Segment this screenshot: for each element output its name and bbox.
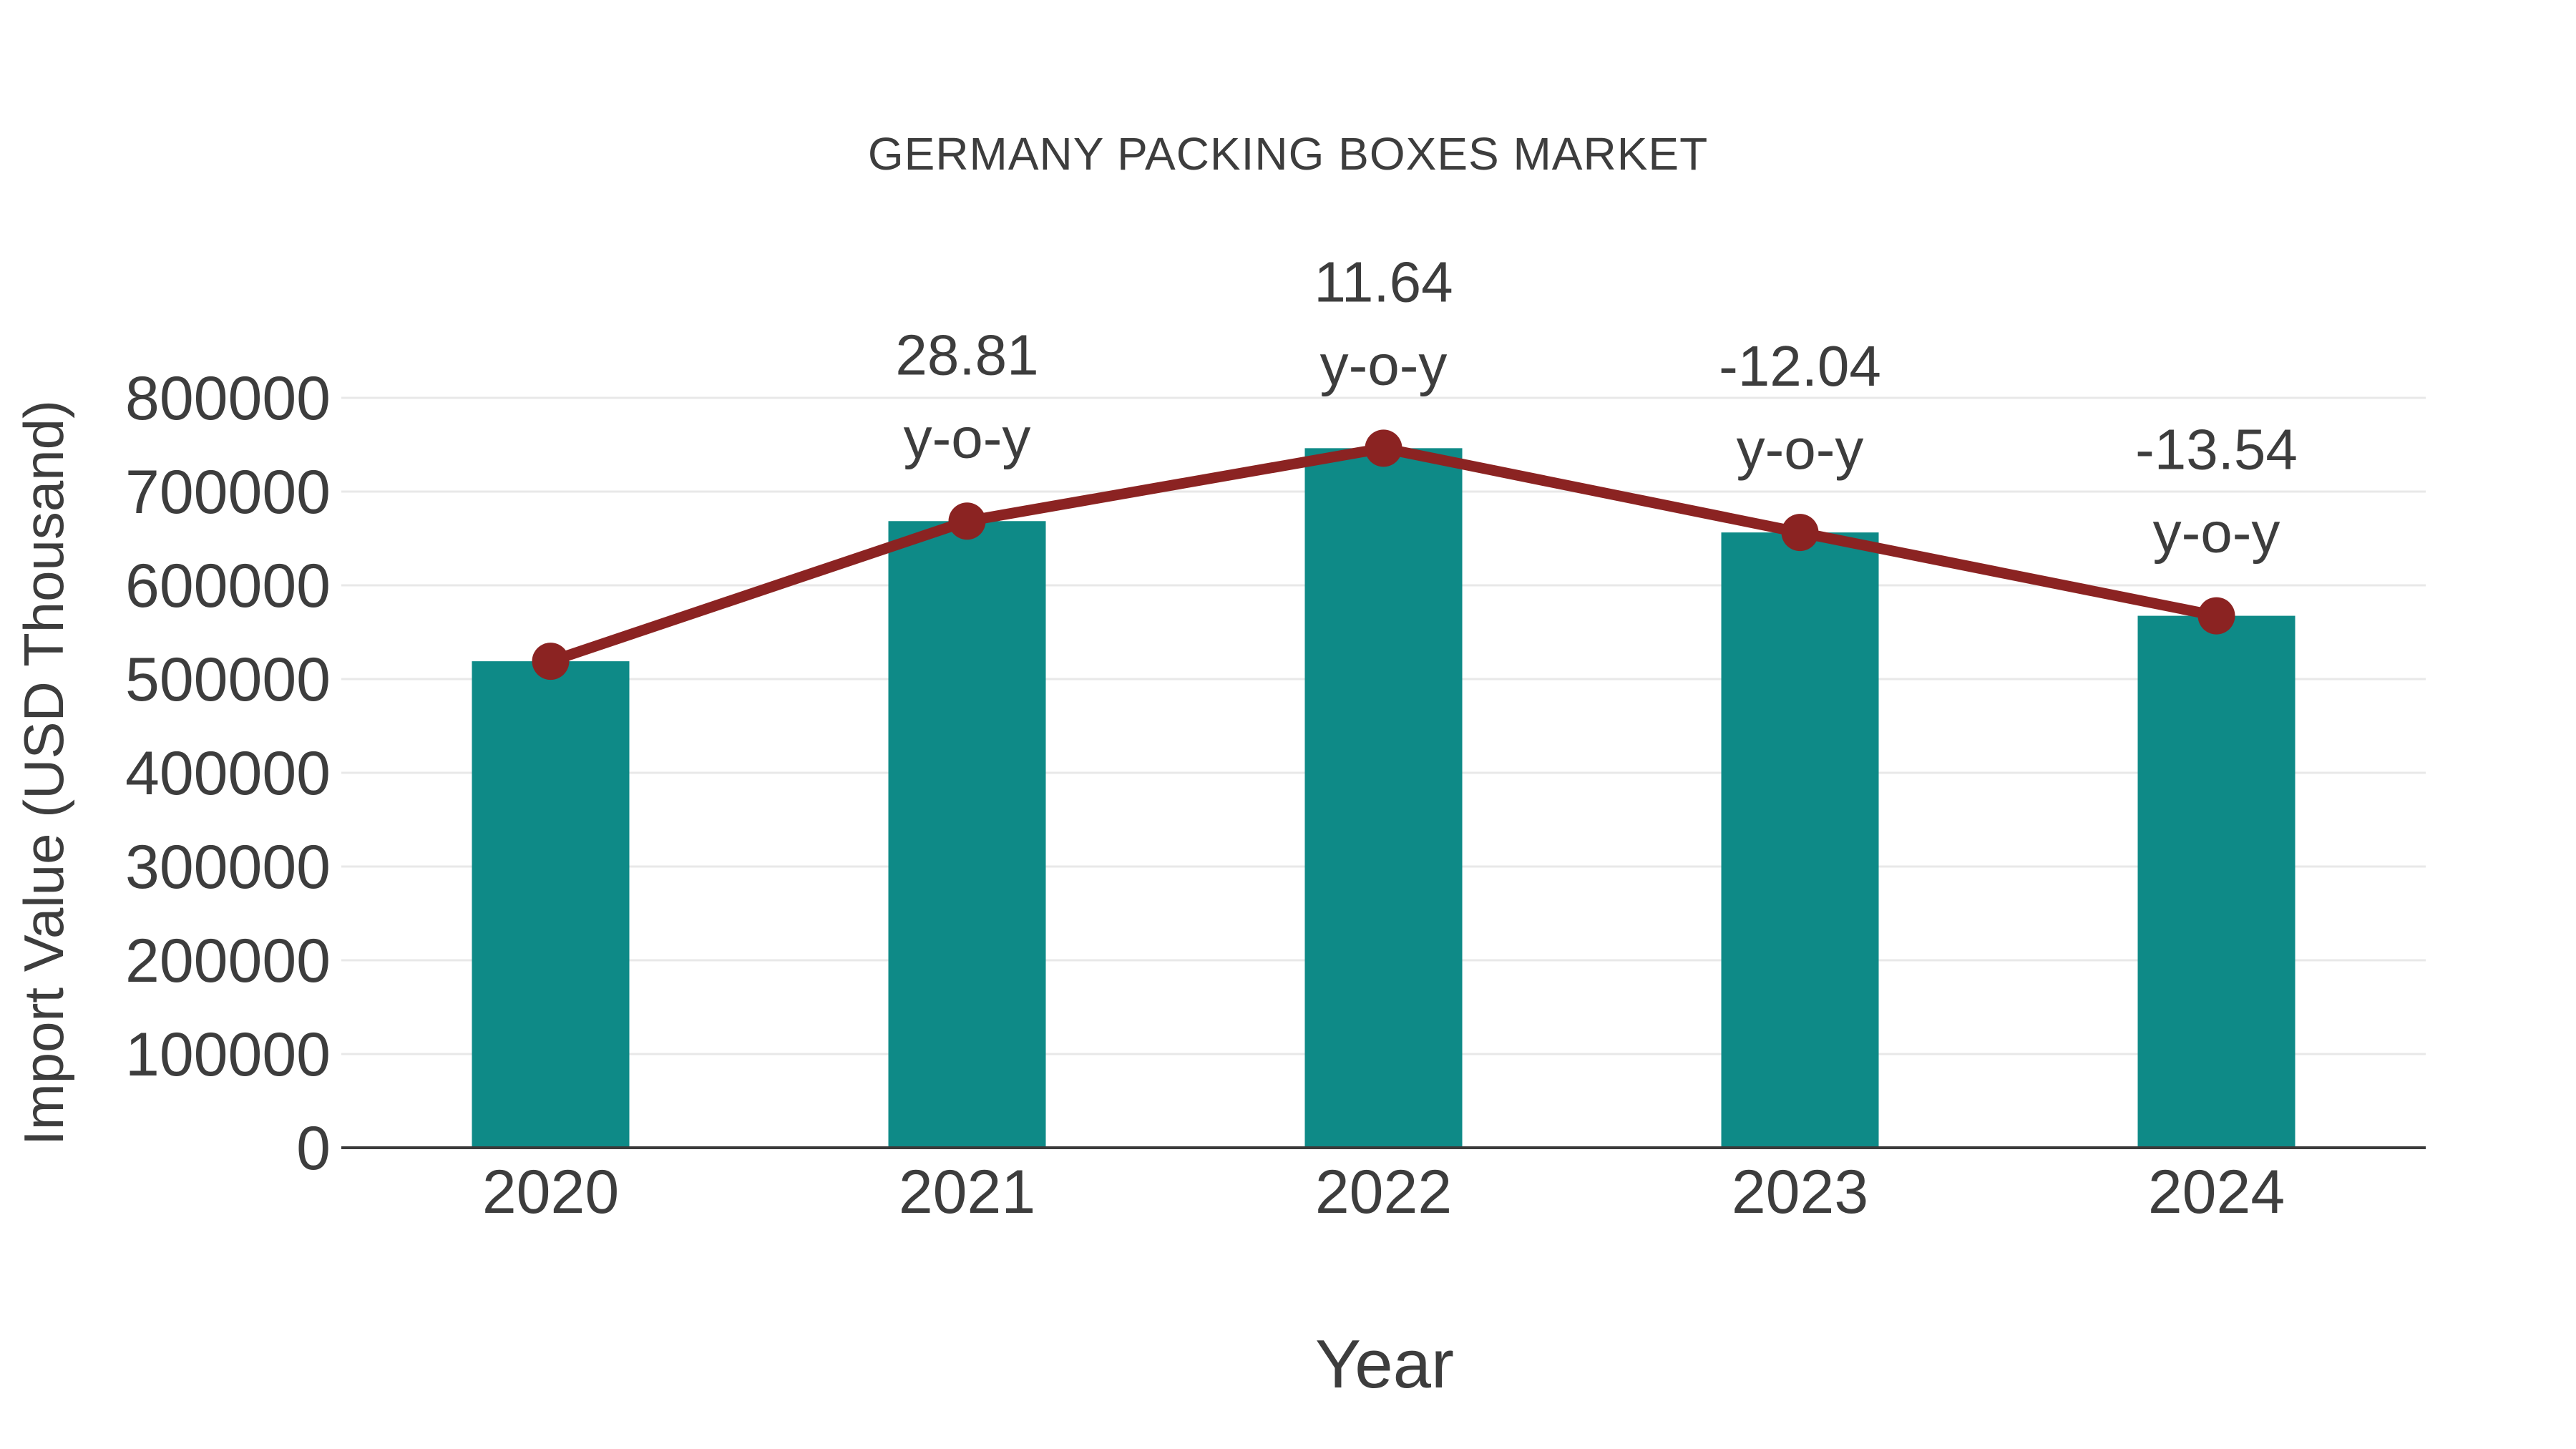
bar-2022 — [1304, 448, 1463, 1148]
y-tick-label-700000: 700000 — [125, 458, 331, 527]
yoy-value-2021: 28.81 — [895, 323, 1038, 386]
yoy-annotations: 28.81 y-o-y 11.64 y-o-y -12.04 y-o-y -13.54 y-o… — [895, 250, 2298, 564]
y-tick-label-400000: 400000 — [125, 739, 331, 808]
y-tick-labels: 0 100000 200000 300000 400000 500000 600000 700… — [125, 364, 331, 1183]
bar-2024 — [2137, 615, 2296, 1148]
bar-series — [472, 448, 2296, 1148]
y-tick-label-0: 0 — [296, 1114, 331, 1183]
y-tick-label-200000: 200000 — [125, 927, 331, 995]
trend-marker-2024 — [2197, 597, 2235, 635]
yoy-suffix-2022: y-o-y — [1320, 333, 1448, 396]
x-tick-labels: 2020 2021 2022 2023 2024 — [482, 1158, 2285, 1226]
y-tick-label-500000: 500000 — [125, 645, 331, 714]
yoy-value-2022: 11.64 — [1314, 250, 1453, 313]
line-series — [532, 429, 2235, 680]
x-tick-label-2022: 2022 — [1315, 1158, 1452, 1226]
bar-2021 — [888, 521, 1046, 1148]
y-tick-label-800000: 800000 — [125, 364, 331, 433]
y-tick-label-100000: 100000 — [125, 1020, 331, 1089]
yoy-value-2024: -13.54 — [2135, 418, 2298, 482]
bar-2020 — [472, 661, 630, 1148]
y-tick-label-600000: 600000 — [125, 552, 331, 620]
yoy-suffix-2024: y-o-y — [2153, 501, 2280, 565]
yoy-suffix-2023: y-o-y — [1737, 417, 1864, 481]
y-tick-label-300000: 300000 — [125, 833, 331, 902]
yoy-value-2023: -12.04 — [1719, 334, 1881, 398]
x-axis-title: Year — [1315, 1326, 1454, 1402]
x-tick-label-2020: 2020 — [482, 1158, 619, 1226]
x-tick-label-2021: 2021 — [899, 1158, 1035, 1226]
yoy-suffix-2021: y-o-y — [904, 406, 1031, 469]
x-tick-label-2024: 2024 — [2148, 1158, 2285, 1226]
trend-marker-2023 — [1781, 514, 1819, 552]
trend-marker-2022 — [1365, 429, 1402, 467]
trend-marker-2020 — [532, 643, 570, 680]
bar-2023 — [1721, 532, 1879, 1148]
chart-title: GERMANY PACKING BOXES MARKET — [868, 128, 1708, 180]
trend-marker-2021 — [948, 502, 986, 540]
y-axis-title: Import Value (USD Thousand) — [12, 400, 75, 1146]
x-tick-label-2023: 2023 — [1732, 1158, 1868, 1226]
